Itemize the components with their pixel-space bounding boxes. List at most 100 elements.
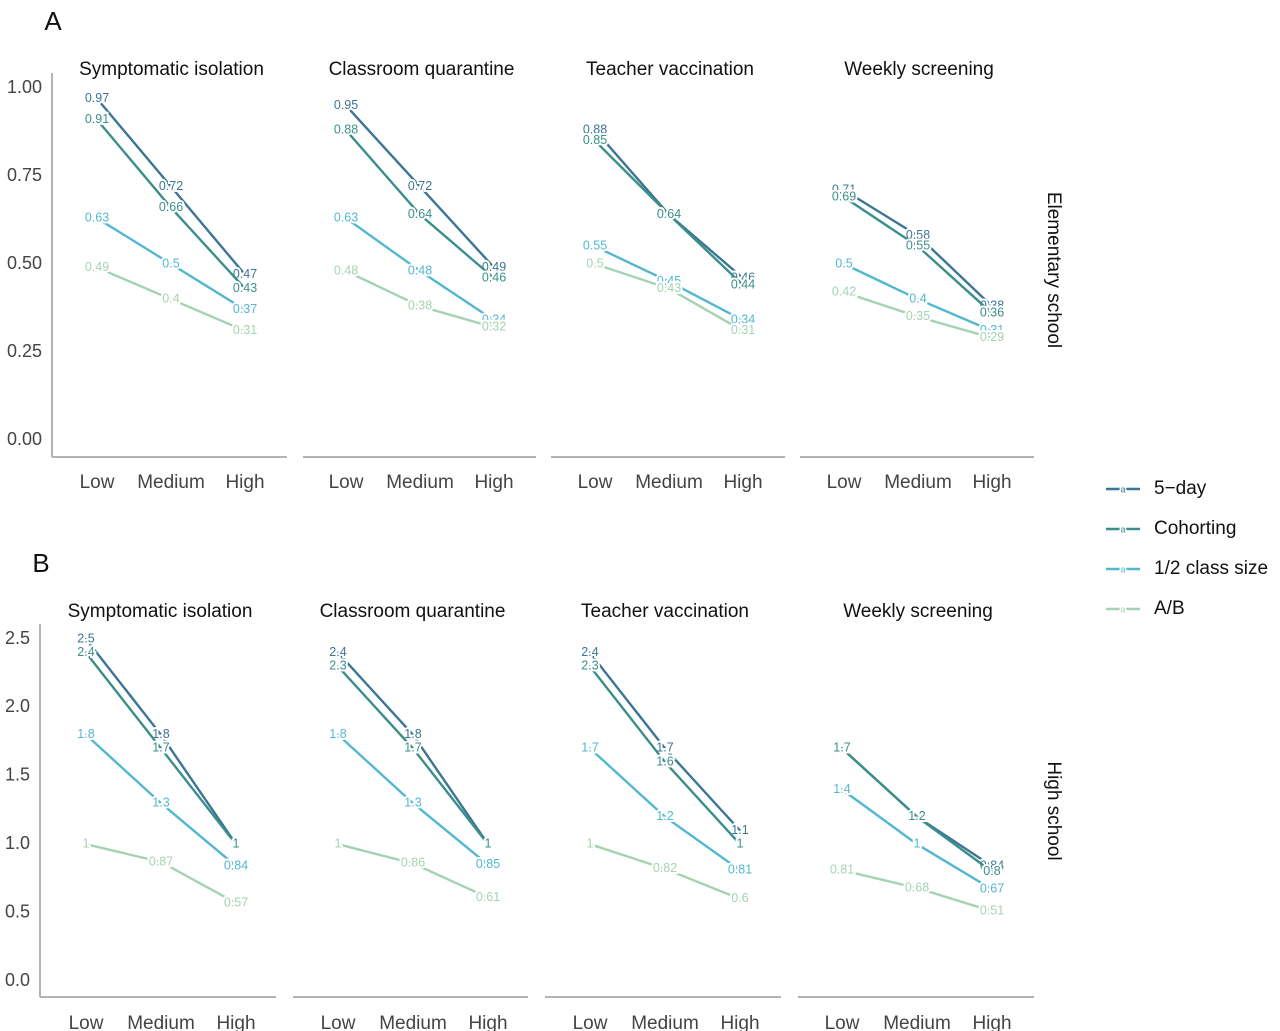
data-label: 0.48 — [408, 263, 432, 277]
data-label: 0.63 — [85, 211, 109, 225]
y-tick-label: 0.50 — [7, 253, 42, 273]
data-label: 0.66 — [159, 200, 183, 214]
data-label: 1.7 — [404, 741, 421, 755]
x-tick-label: Medium — [386, 472, 454, 493]
series-line — [344, 217, 496, 322]
facet-classroom-quarantine: Classroom quarantine Low Medium High 0.95 0.7… — [303, 59, 536, 493]
series-line — [840, 869, 994, 913]
data-label: 1.2 — [656, 809, 673, 823]
data-label: 0.42 — [832, 284, 856, 298]
data-label: 1 — [83, 836, 90, 850]
data-label: 0.32 — [482, 320, 506, 334]
series-cohorting: 2.3 1.7 1 — [327, 657, 493, 853]
series-line — [842, 195, 994, 315]
data-label: 0.67 — [980, 882, 1004, 896]
data-label: 1.8 — [77, 727, 94, 741]
x-tick-label: Low — [825, 1013, 860, 1031]
data-label: 1.2 — [908, 809, 925, 823]
series-line — [344, 269, 496, 329]
series-a-b: 1 0.82 0.6 — [585, 834, 751, 907]
data-label: 0.4 — [909, 291, 926, 305]
data-label: 1.8 — [404, 727, 421, 741]
y-tick-label: 1.5 — [5, 765, 30, 785]
series-line — [588, 651, 742, 832]
facet-title: Weekly screening — [844, 59, 994, 80]
data-label: 0.47 — [233, 267, 257, 281]
data-label: 0.31 — [731, 323, 755, 337]
x-tick-label: High — [474, 472, 513, 493]
data-label: 0.43 — [233, 281, 257, 295]
facet-weekly-screening: Weekly screening Low Medium High 0.71 0.58 0.3… — [800, 59, 1034, 493]
x-tick-label: High — [723, 472, 762, 493]
data-label: 0.85 — [583, 133, 607, 147]
data-label: 1 — [233, 836, 240, 850]
series-1-2-class-size: 0.63 0.5 0.37 — [83, 209, 259, 319]
data-label: 1 — [335, 836, 342, 850]
series-cohorting: 0.88 0.64 0.46 — [332, 121, 508, 287]
data-label: 1.8 — [152, 727, 169, 741]
data-label: 0.29 — [980, 330, 1004, 344]
series-5-day: 0.710.580.38 — [830, 180, 1006, 314]
data-label: 0.63 — [334, 211, 358, 225]
legend-item-a-b: a A/B — [1106, 598, 1185, 619]
series-1-2-class-size: 1.8 1.3 0.84 — [75, 725, 250, 874]
series-line — [593, 139, 745, 287]
series-a-b: 1 0.87 0.57 — [81, 834, 251, 911]
data-label: 0.6 — [731, 891, 748, 905]
data-label: 0.34 — [731, 313, 755, 327]
data-label: 1 — [914, 836, 921, 850]
series-line — [842, 291, 994, 340]
data-label: 1 — [587, 836, 594, 850]
y-tick-label: 2.0 — [5, 696, 30, 716]
data-label: 0.91 — [85, 112, 109, 126]
data-label: 0.72 — [408, 179, 432, 193]
data-label: 0.48 — [334, 263, 358, 277]
data-label: 0.35 — [906, 309, 930, 323]
data-label: 0.44 — [731, 277, 755, 291]
data-label: 0.95 — [334, 98, 358, 112]
x-tick-label: Low — [321, 1013, 356, 1031]
legend-label: A/B — [1154, 598, 1185, 619]
series-1-2-class-size: 0.63 0.48 0.34 — [332, 209, 508, 329]
x-tick-label: Low — [578, 472, 613, 493]
data-label: 0.31 — [233, 323, 257, 337]
data-label: 0.82 — [653, 861, 677, 875]
x-tick-label: Low — [827, 472, 862, 493]
data-label: 1.8 — [329, 727, 346, 741]
series-5-day: 1.7 1.2 0.84 — [831, 739, 1006, 875]
data-label: 0.55 — [906, 239, 930, 253]
series-5-day: 2.4 1.7 1.1 — [579, 643, 750, 839]
series-a-b: 0.5 0.43 0.31 — [584, 254, 757, 339]
series-line — [95, 97, 247, 276]
data-label: 1.3 — [404, 795, 421, 809]
chart-panels: A 0.00 0.25 0.50 0.75 1.00 Elementary school Sy… — [5, 6, 1064, 1031]
series-cohorting: 0.69 0.55 0.36 — [830, 187, 1006, 321]
y-tick-label: 1.00 — [7, 77, 42, 97]
y-tick-label: 2.5 — [5, 628, 30, 648]
data-label: 0.5 — [586, 256, 603, 270]
series-5-day: 0.97 0.72 0.47 — [83, 89, 259, 283]
legend-key-glyph: a — [1120, 604, 1125, 614]
x-tick-label: Medium — [884, 472, 952, 493]
y-tick-label: 0.25 — [7, 341, 42, 361]
x-tick-label: Low — [69, 1013, 104, 1031]
x-tick-label: High — [972, 1013, 1011, 1031]
data-label: 1.7 — [833, 741, 850, 755]
series-line — [84, 651, 238, 846]
series-line — [842, 188, 994, 308]
series-line — [336, 665, 490, 846]
data-label: 1.1 — [731, 823, 748, 837]
data-label: 0.8 — [983, 864, 1000, 878]
series-line — [336, 651, 490, 846]
data-label: 2.3 — [581, 659, 598, 673]
x-tick-label: High — [468, 1013, 507, 1031]
series-cohorting: 1.7 1.2 0.8 — [831, 739, 1002, 880]
data-label: 2.4 — [329, 645, 346, 659]
series-line — [842, 262, 994, 333]
y-tick-label: 0.75 — [7, 165, 42, 185]
data-label: 0.87 — [149, 854, 173, 868]
legend-key-glyph: a — [1120, 484, 1125, 494]
data-label: 1.7 — [581, 741, 598, 755]
